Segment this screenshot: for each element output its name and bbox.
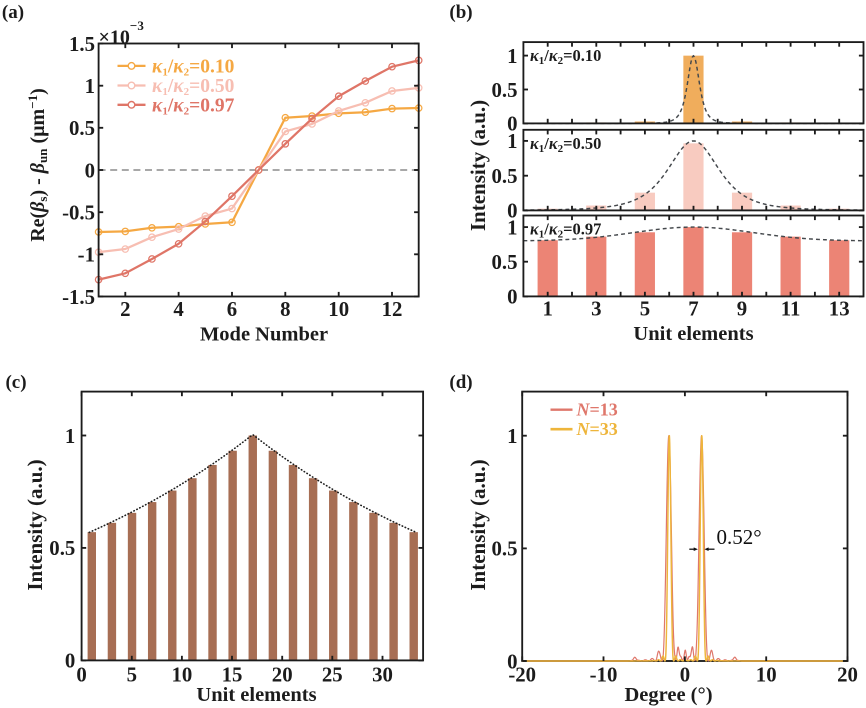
svg-text:κ1/κ2=0.50: κ1/κ2=0.50 — [152, 76, 234, 98]
svg-text:Re(βs) - βun (μm−1): Re(βs) - βun (μm−1) — [25, 88, 50, 242]
svg-text:-1: -1 — [78, 244, 95, 267]
svg-text:10: 10 — [172, 664, 193, 687]
svg-text:5: 5 — [127, 664, 137, 687]
svg-text:4: 4 — [173, 298, 184, 321]
svg-text:0: 0 — [507, 113, 517, 136]
svg-text:Mode Number: Mode Number — [200, 324, 328, 346]
svg-text:0.5: 0.5 — [492, 538, 518, 561]
svg-text:7: 7 — [688, 298, 698, 321]
svg-text:1: 1 — [542, 298, 552, 321]
svg-text:Unit elements: Unit elements — [196, 684, 316, 706]
svg-text:0.5: 0.5 — [492, 251, 518, 274]
svg-text:(b): (b) — [449, 2, 472, 23]
svg-text:15: 15 — [222, 664, 243, 687]
svg-text:N=33: N=33 — [576, 419, 618, 439]
svg-text:1: 1 — [85, 75, 95, 98]
svg-text:3: 3 — [591, 298, 601, 321]
svg-text:N=13: N=13 — [576, 400, 618, 420]
svg-text:0: 0 — [507, 200, 517, 223]
svg-text:0: 0 — [507, 650, 517, 673]
svg-text:Intensity (a.u.): Intensity (a.u.) — [23, 459, 47, 590]
svg-text:2: 2 — [120, 298, 130, 321]
svg-text:10: 10 — [328, 298, 349, 321]
svg-text:0: 0 — [76, 664, 86, 687]
svg-text:20: 20 — [272, 664, 293, 687]
svg-text:(c): (c) — [5, 372, 26, 393]
svg-text:0.5: 0.5 — [492, 79, 518, 102]
svg-text:1: 1 — [507, 425, 517, 448]
svg-text:0.5: 0.5 — [69, 117, 95, 140]
svg-text:1: 1 — [65, 425, 75, 448]
svg-text:Degree (°): Degree (°) — [624, 684, 712, 706]
svg-text:1: 1 — [507, 130, 517, 153]
svg-text:0.5: 0.5 — [492, 165, 518, 188]
svg-text:κ1/κ2=0.50: κ1/κ2=0.50 — [530, 134, 601, 155]
svg-text:κ1/κ2=0.10: κ1/κ2=0.10 — [152, 57, 234, 79]
svg-text:1: 1 — [507, 45, 517, 68]
svg-text:0.52°: 0.52° — [717, 525, 762, 549]
svg-text:0: 0 — [507, 286, 517, 309]
svg-text:25: 25 — [322, 664, 343, 687]
svg-text:1.5: 1.5 — [69, 33, 95, 56]
svg-text:12: 12 — [382, 298, 403, 321]
svg-text:-20: -20 — [508, 664, 536, 687]
svg-text:κ1/κ2=0.97: κ1/κ2=0.97 — [152, 95, 235, 117]
svg-text:0: 0 — [680, 664, 690, 687]
svg-text:20: 20 — [837, 664, 858, 687]
svg-text:κ1/κ2=0.10: κ1/κ2=0.10 — [530, 46, 601, 67]
svg-text:0: 0 — [85, 159, 95, 182]
svg-text:5: 5 — [640, 298, 650, 321]
svg-text:-1.5: -1.5 — [62, 286, 95, 309]
svg-text:0: 0 — [65, 650, 75, 673]
svg-text:Intensity (a.u.): Intensity (a.u.) — [466, 459, 490, 590]
svg-text:10: 10 — [756, 664, 777, 687]
svg-text:(d): (d) — [449, 372, 472, 393]
svg-text:Unit elements: Unit elements — [633, 323, 753, 345]
svg-text:(a): (a) — [2, 2, 24, 23]
svg-text:13: 13 — [829, 298, 850, 321]
svg-text:κ1/κ2=0.97: κ1/κ2=0.97 — [530, 220, 601, 241]
svg-text:0.5: 0.5 — [49, 537, 75, 560]
svg-text:8: 8 — [280, 298, 290, 321]
svg-text:6: 6 — [227, 298, 237, 321]
svg-text:Intensity (a.u.): Intensity (a.u.) — [466, 100, 490, 231]
svg-text:11: 11 — [781, 298, 801, 321]
svg-text:9: 9 — [737, 298, 747, 321]
svg-text:-0.5: -0.5 — [62, 202, 95, 225]
svg-text:1: 1 — [507, 216, 517, 239]
svg-text:30: 30 — [372, 664, 393, 687]
svg-text:-10: -10 — [590, 664, 618, 687]
